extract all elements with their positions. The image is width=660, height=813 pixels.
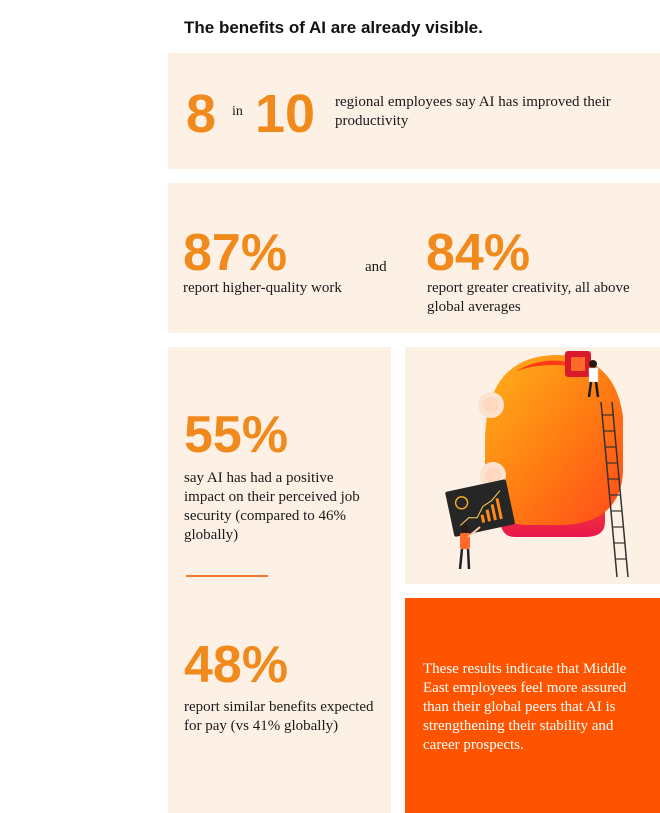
stat-value-84: 84% xyxy=(426,224,531,282)
stat-quality-text: report higher-quality work xyxy=(183,280,342,296)
stat-number-10: 10 xyxy=(255,84,316,144)
stat-pay-text: report similar benefits expected for pay… xyxy=(184,699,374,734)
stat-number-8: 8 xyxy=(186,84,217,144)
stat-security-text: say AI has had a positive impact on thei… xyxy=(184,470,360,543)
ai-head-illustration-panel xyxy=(405,347,660,584)
callout-panel: These results indicate that Middle East … xyxy=(405,598,660,813)
divider xyxy=(186,575,268,577)
stat-productivity-text: regional employees say AI has improved t… xyxy=(335,94,611,129)
stat-productivity-panel: 8 in 10 regional employees say AI has im… xyxy=(168,53,660,169)
stat-creativity-text: report greater creativity, all above glo… xyxy=(427,280,630,315)
callout-text: These results indicate that Middle East … xyxy=(423,661,627,753)
stat-joiner-and: and xyxy=(365,259,387,275)
page-title: The benefits of AI are already visible. xyxy=(184,18,483,37)
stat-value-48: 48% xyxy=(184,636,289,694)
stat-value-87: 87% xyxy=(183,224,288,282)
stat-joiner-in: in xyxy=(232,104,243,119)
ai-head-illustration xyxy=(445,351,629,578)
stat-security-pay-panel: 55% say AI has had a positive impact on … xyxy=(168,347,391,813)
stat-value-55: 55% xyxy=(184,406,289,464)
stat-quality-creativity-panel: 87% report higher-quality work and 84% r… xyxy=(168,183,660,333)
